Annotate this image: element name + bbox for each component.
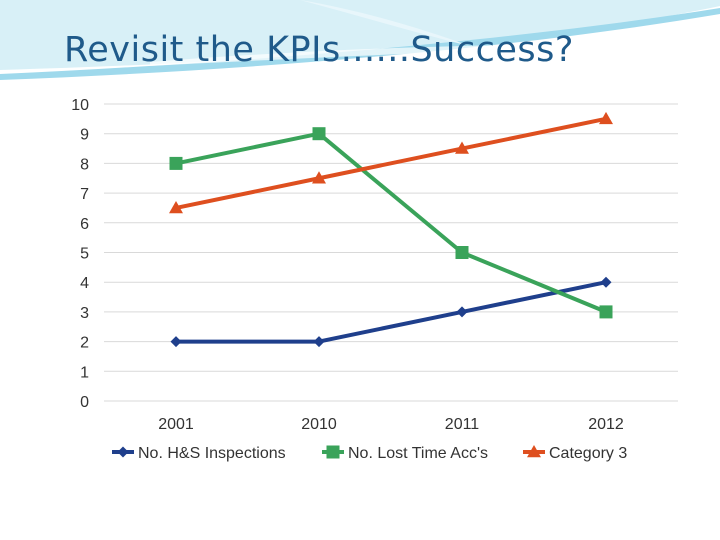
y-tick-label: 4 xyxy=(80,275,89,292)
data-point xyxy=(169,156,183,170)
data-point xyxy=(169,200,183,214)
series-1 xyxy=(170,276,612,348)
legend-item-1: No. H&S Inspections xyxy=(112,445,286,462)
legend-marker xyxy=(117,446,129,458)
slide-title: Revisit the KPIs......Success? xyxy=(64,30,574,70)
data-point xyxy=(599,111,613,125)
legend-item-2: No. Lost Time Acc's xyxy=(322,445,488,462)
data-point xyxy=(312,127,326,141)
y-tick-label: 3 xyxy=(80,305,89,322)
y-tick-label: 10 xyxy=(71,97,89,114)
x-tick-label: 2011 xyxy=(445,416,480,433)
x-axis-ticks: 2001 2010 2011 2012 xyxy=(158,416,624,433)
legend-label: Category 3 xyxy=(549,445,627,462)
legend-marker xyxy=(527,445,541,458)
x-tick-label: 2010 xyxy=(301,416,337,433)
data-point xyxy=(456,306,468,318)
y-tick-label: 0 xyxy=(80,394,89,411)
series-3 xyxy=(169,111,613,214)
legend-item-3: Category 3 xyxy=(523,445,627,462)
y-tick-label: 1 xyxy=(80,364,89,381)
data-point xyxy=(600,276,612,288)
data-point xyxy=(455,246,469,259)
header-swoosh-decoration xyxy=(0,0,720,80)
data-point xyxy=(599,305,613,319)
chart-series xyxy=(169,111,613,348)
chart-legend: No. H&S Inspections No. Lost Time Acc's Ca… xyxy=(112,445,627,462)
y-axis-ticks: 0 1 2 3 4 5 6 7 8 9 10 xyxy=(71,97,89,411)
data-point xyxy=(170,336,182,348)
y-tick-label: 9 xyxy=(80,127,89,144)
y-tick-label: 5 xyxy=(80,246,89,263)
y-tick-label: 7 xyxy=(80,186,89,203)
x-tick-label: 2012 xyxy=(588,416,624,433)
series-line xyxy=(175,131,607,314)
series-2 xyxy=(169,127,613,319)
legend-label: No. Lost Time Acc's xyxy=(348,445,488,462)
x-tick-label: 2001 xyxy=(158,416,194,433)
data-point xyxy=(312,171,326,184)
chart-gridlines xyxy=(104,103,678,402)
data-point xyxy=(455,141,469,154)
y-tick-label: 2 xyxy=(80,335,89,352)
legend-marker xyxy=(326,445,340,459)
series-line xyxy=(175,116,607,210)
legend-label: No. H&S Inspections xyxy=(138,445,286,462)
series-line xyxy=(176,280,607,344)
y-tick-label: 6 xyxy=(80,216,89,233)
data-point xyxy=(313,336,325,348)
y-tick-label: 8 xyxy=(80,156,89,173)
